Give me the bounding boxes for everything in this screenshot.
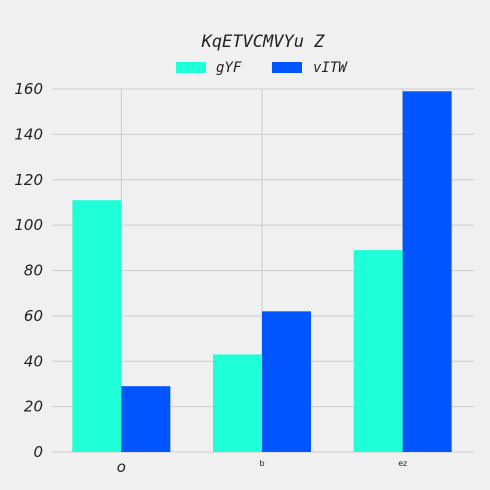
y-tick-label: 0 xyxy=(33,443,43,461)
bars xyxy=(72,91,452,453)
bar-vitw-o xyxy=(121,386,171,452)
bar-gyf-o xyxy=(72,200,122,452)
x-axis-ticks: o b ez xyxy=(117,458,407,476)
legend-label-gyf: gYF xyxy=(216,60,242,76)
y-tick-label: 40 xyxy=(24,352,43,370)
x-tick-label: b xyxy=(259,459,264,468)
legend-swatch-gyf xyxy=(176,62,206,73)
y-tick-label: 100 xyxy=(14,216,43,234)
y-tick-label: 140 xyxy=(14,125,43,143)
y-tick-label: 60 xyxy=(24,307,43,325)
bar-vitw-ez xyxy=(402,91,452,453)
legend-label-vitw: vITW xyxy=(313,60,348,76)
y-tick-label: 160 xyxy=(14,80,43,98)
x-tick-label: ez xyxy=(398,459,407,468)
legend-swatch-vitw xyxy=(272,62,302,73)
bar-vitw-b xyxy=(262,311,311,452)
bar-gyf-ez xyxy=(353,250,403,452)
chart-title: KqETVCMVYu Z xyxy=(201,32,326,52)
bar-gyf-b xyxy=(213,354,262,452)
y-axis-ticks: 0 20 40 60 80 100 120 140 160 xyxy=(14,80,43,461)
y-tick-label: 80 xyxy=(24,262,43,280)
legend: gYF vITW xyxy=(176,60,348,76)
x-tick-label: o xyxy=(117,458,126,476)
y-tick-label: 20 xyxy=(24,398,43,416)
y-tick-label: 120 xyxy=(14,171,43,189)
